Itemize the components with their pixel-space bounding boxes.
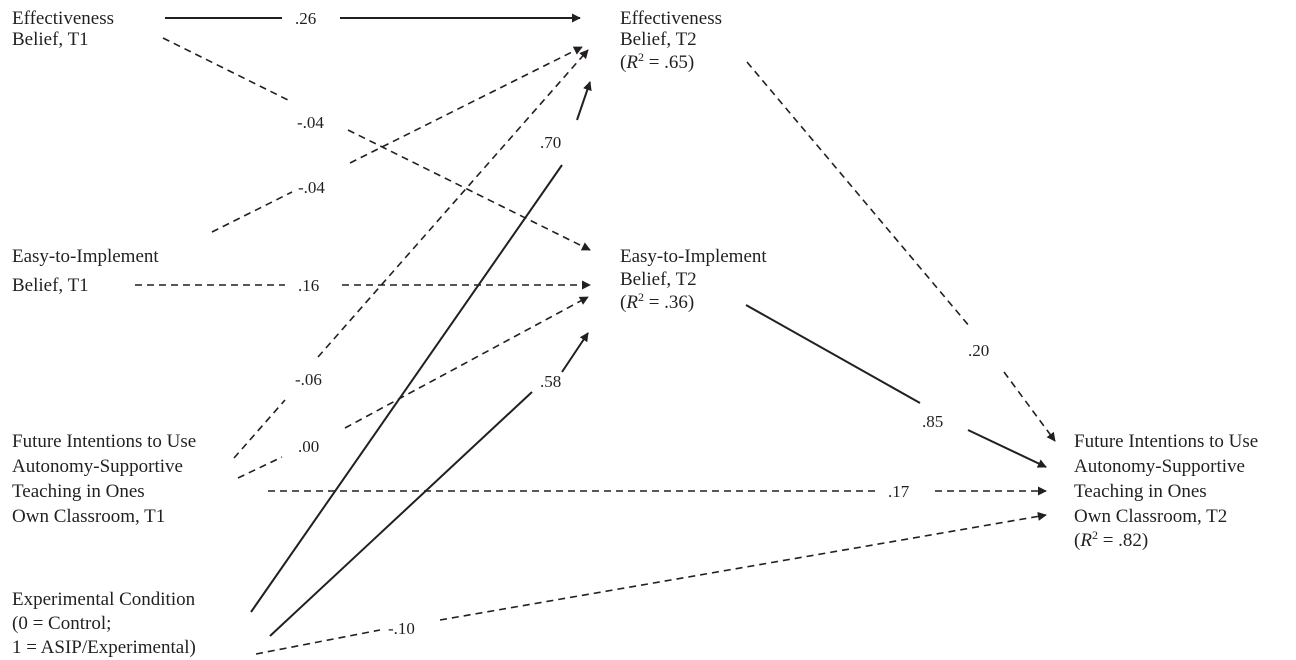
- path-fut1-eff2: [233, 49, 589, 459]
- r-squared-label: (R2 = .82): [1074, 528, 1148, 551]
- node-effectiveness-belief-t1: Effectiveness Belief, T1: [12, 8, 114, 50]
- coef-fut1-fut2: .17: [888, 482, 910, 501]
- coef-exp-fut2: -.10: [388, 619, 415, 638]
- coef-easy1-eff2: -.04: [298, 178, 325, 197]
- node-label-line: Belief, T2: [620, 29, 697, 50]
- node-effectiveness-belief-t2: Effectiveness Belief, T2 (R2 = .65): [620, 8, 722, 73]
- node-label-line: Own Classroom, T2: [1074, 506, 1227, 527]
- coef-fut1-easy2: .00: [298, 437, 319, 456]
- r-squared-label: (R2 = .65): [620, 50, 694, 73]
- path-fut1-easy2: [237, 296, 589, 479]
- node-future-intentions-t1: Future Intentions to Use Autonomy-Suppor…: [12, 431, 196, 527]
- node-label-line: Teaching in Ones: [12, 481, 145, 502]
- node-label-line: 1 = ASIP/Experimental): [12, 637, 196, 658]
- coefficient-labels: .26 -.04 -.04 .70 .16 -.06 .58 .00 .20 .…: [295, 9, 989, 638]
- node-easy-to-implement-belief-t1: Easy-to-Implement Belief, T1: [12, 246, 159, 296]
- node-label-line: Easy-to-Implement: [620, 246, 767, 267]
- node-label-line: (0 = Control;: [12, 613, 111, 634]
- coef-easy2-fut2: .85: [922, 412, 943, 431]
- node-experimental-condition: Experimental Condition (0 = Control; 1 =…: [12, 589, 196, 658]
- path-exp-easy2: [269, 332, 589, 637]
- node-label-line: Experimental Condition: [12, 589, 196, 610]
- node-future-intentions-t2: Future Intentions to Use Autonomy-Suppor…: [1074, 431, 1258, 551]
- r-squared-label: (R2 = .36): [620, 290, 694, 313]
- coef-eff1-eff2: .26: [295, 9, 316, 28]
- coef-eff2-fut2: .20: [968, 341, 989, 360]
- path-exp-fut2: [255, 511, 1047, 655]
- node-label-line: Effectiveness: [12, 8, 114, 29]
- node-label-line: Easy-to-Implement: [12, 246, 159, 267]
- path-easy2-fut2: [745, 304, 1047, 468]
- node-label-line: Belief, T2: [620, 269, 697, 290]
- node-easy-to-implement-belief-t2: Easy-to-Implement Belief, T2 (R2 = .36): [620, 246, 767, 313]
- node-label-line: Teaching in Ones: [1074, 481, 1207, 502]
- node-label-line: Autonomy-Supportive: [1074, 456, 1245, 477]
- node-label-line: Future Intentions to Use: [1074, 431, 1258, 452]
- coef-exp-easy2: .58: [540, 372, 561, 391]
- node-label-line: Belief, T1: [12, 275, 89, 296]
- path-easy1-eff2: [211, 46, 583, 233]
- path-exp-eff2: [250, 81, 592, 613]
- path-lines: [135, 13, 1056, 655]
- node-label-line: Autonomy-Supportive: [12, 456, 183, 477]
- coef-easy1-easy2: .16: [298, 276, 319, 295]
- path-eff2-fut2: [746, 61, 1056, 442]
- coef-eff1-easy2: -.04: [297, 113, 324, 132]
- coef-fut1-eff2: -.06: [295, 370, 322, 389]
- node-label-line: Belief, T1: [12, 29, 89, 50]
- node-label-line: Own Classroom, T1: [12, 506, 165, 527]
- path-eff1-easy2: [162, 37, 591, 251]
- node-label-line: Effectiveness: [620, 8, 722, 29]
- node-label-line: Future Intentions to Use: [12, 431, 196, 452]
- coef-exp-eff2: .70: [540, 133, 561, 152]
